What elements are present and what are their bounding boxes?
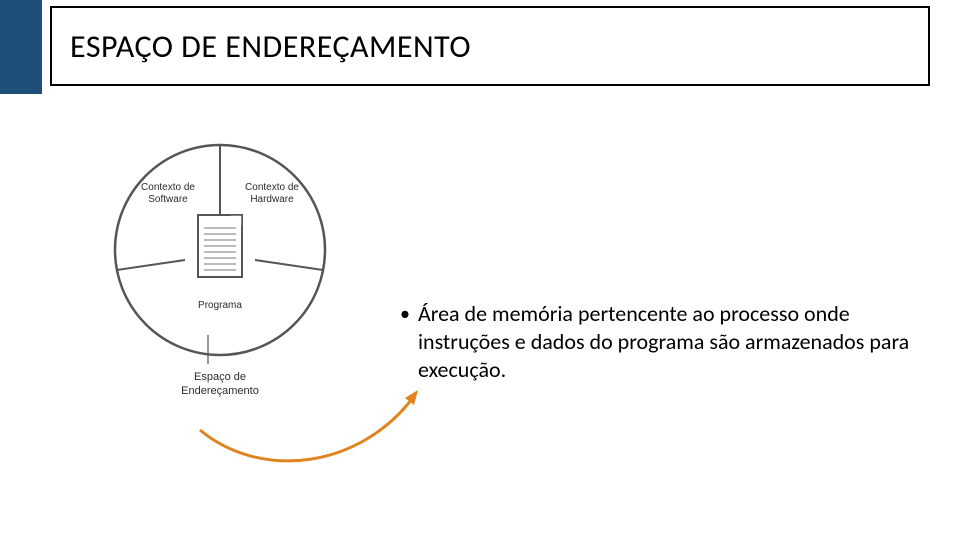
slide-title: ESPAÇO DE ENDEREÇAMENTO	[70, 27, 471, 66]
bullet-marker: •	[400, 300, 410, 328]
title-container: ESPAÇO DE ENDEREÇAMENTO	[50, 6, 930, 86]
label-espaco-2: Endereçamento	[181, 385, 259, 397]
arrow-head-icon	[405, 390, 418, 405]
label-software-1: Contexto de	[141, 182, 195, 193]
label-software-2: Software	[148, 194, 188, 205]
bullet-text: Área de memória pertencente ao processo …	[418, 300, 910, 384]
address-space-diagram: Contexto de Software Contexto de Hardwar…	[60, 120, 380, 420]
diagram-svg: Contexto de Software Contexto de Hardwar…	[60, 120, 380, 420]
bullet-block: • Área de memória pertencente ao process…	[400, 300, 910, 384]
label-programa: Programa	[198, 300, 242, 311]
label-hardware-1: Contexto de	[245, 182, 299, 193]
label-hardware-2: Hardware	[250, 194, 294, 205]
accent-sidebar	[0, 0, 42, 94]
slide: ESPAÇO DE ENDEREÇAMENTO Contexto de Soft…	[0, 0, 960, 540]
bullet-row: • Área de memória pertencente ao process…	[400, 300, 910, 384]
label-espaco-1: Espaço de	[194, 371, 246, 383]
